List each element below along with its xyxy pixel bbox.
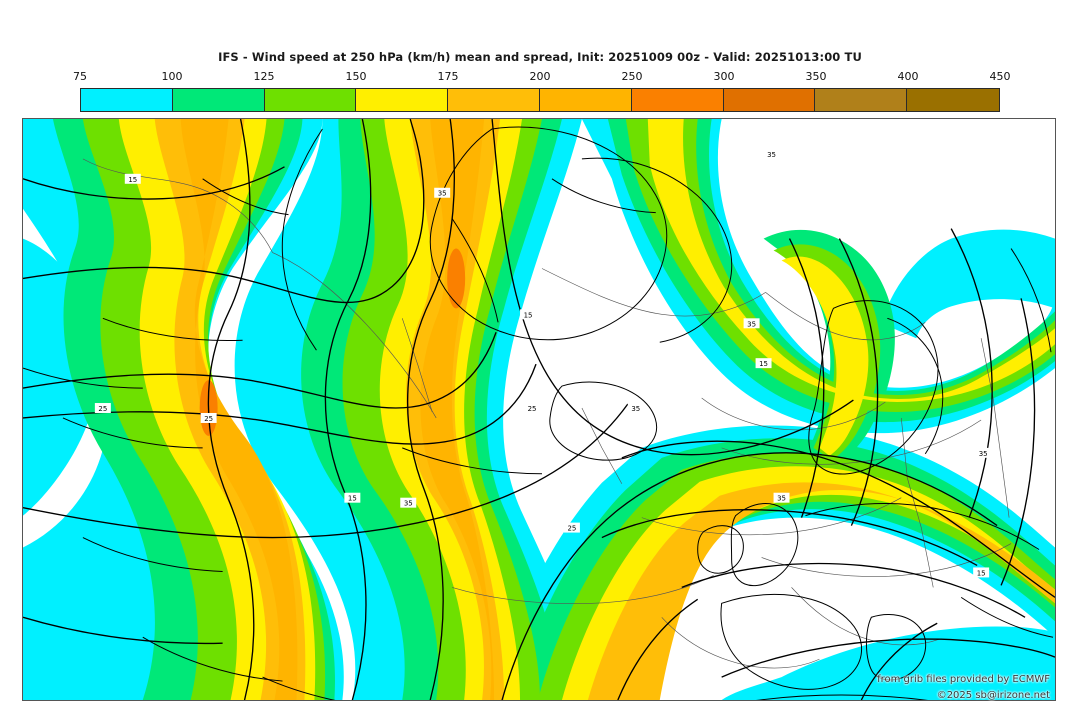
svg-text:35: 35 — [404, 500, 413, 508]
colorbar-segment-100-125 — [172, 89, 265, 111]
colorbar-segment-150-175 — [356, 89, 449, 111]
colorbar-tick-125: 125 — [253, 70, 275, 83]
band-200-250 — [180, 119, 495, 700]
colorbar-tick-350: 350 — [805, 70, 827, 83]
colorbar-tick-150: 150 — [345, 70, 367, 83]
colorbar-segment-75-100 — [81, 89, 173, 111]
colorbar-segment-350-400 — [815, 89, 908, 111]
credit-copyright: ©2025 sb@irizone.net — [936, 690, 1050, 701]
colorbar-tick-100: 100 — [161, 70, 183, 83]
svg-text:25: 25 — [528, 405, 537, 413]
svg-text:35: 35 — [631, 405, 640, 413]
svg-text:35: 35 — [777, 495, 786, 503]
colorbar-segment-175-200 — [448, 89, 540, 111]
svg-text:35: 35 — [747, 320, 756, 328]
colorbar-tick-75: 75 — [73, 70, 87, 83]
colorbar-segment-200-250 — [539, 89, 632, 111]
colorbar-segment-300-350 — [723, 89, 816, 111]
contour-labels: 15 25 25 15 35 35 15 25 25 35 35 15 35 3… — [94, 148, 992, 577]
spread-contours — [23, 119, 1055, 700]
svg-text:15: 15 — [977, 569, 986, 577]
colorbar-tick-labels: 75 100 125 150 175 200 250 300 350 400 450 — [73, 70, 1011, 86]
colorbar-tick-250: 250 — [621, 70, 643, 83]
svg-text:35: 35 — [979, 450, 988, 458]
svg-text:25: 25 — [567, 525, 576, 533]
page-title: IFS - Wind speed at 250 hPa (km/h) mean … — [218, 50, 862, 64]
svg-text:25: 25 — [98, 405, 107, 413]
svg-text:15: 15 — [759, 360, 768, 368]
colorbar-segment-250-300 — [631, 89, 724, 111]
colorbar-tick-300: 300 — [713, 70, 735, 83]
windspeed-filled-contours — [23, 119, 1055, 700]
svg-text:15: 15 — [348, 495, 357, 503]
svg-text:15: 15 — [524, 311, 533, 319]
colorbar-gradient — [80, 88, 1000, 112]
svg-text:15: 15 — [128, 176, 137, 184]
colorbar-tick-200: 200 — [529, 70, 551, 83]
svg-text:35: 35 — [438, 190, 447, 198]
svg-text:25: 25 — [204, 415, 213, 423]
colorbar-segment-400-450 — [907, 89, 999, 111]
map-canvas[interactable]: 15 25 25 15 35 35 15 25 25 35 35 15 35 3… — [22, 118, 1056, 701]
colorbar-tick-175: 175 — [437, 70, 459, 83]
colorbar: 75 100 125 150 175 200 250 300 350 400 450 — [73, 70, 1011, 112]
svg-text:35: 35 — [767, 151, 776, 159]
credit-source: from grib files provided by ECMWF — [877, 674, 1050, 685]
colorbar-segment-125-150 — [264, 89, 357, 111]
colorbar-tick-450: 450 — [989, 70, 1011, 83]
map-svg: 15 25 25 15 35 35 15 25 25 35 35 15 35 3… — [23, 119, 1055, 700]
colorbar-tick-400: 400 — [897, 70, 919, 83]
